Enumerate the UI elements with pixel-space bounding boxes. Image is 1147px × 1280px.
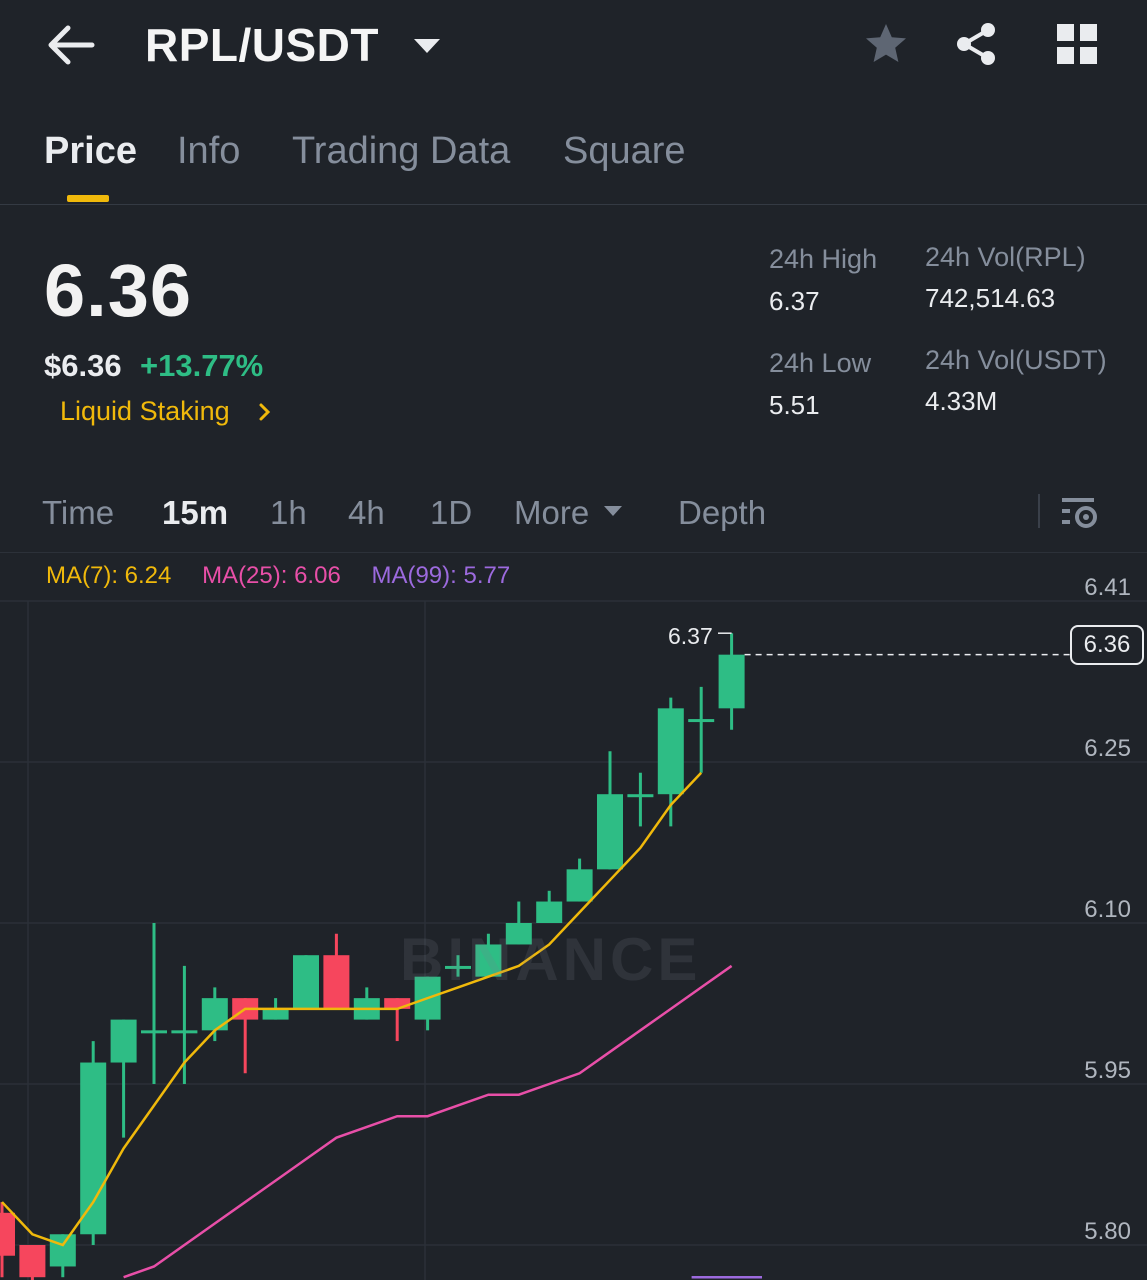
usd-price: $6.36	[44, 348, 122, 383]
ma7-line	[1, 771, 703, 1247]
candle-body	[566, 869, 593, 902]
active-tab-indicator	[67, 195, 109, 202]
candle-body	[384, 998, 411, 1009]
candle-body	[657, 708, 684, 795]
y-tick-label: 5.80	[1084, 1218, 1131, 1245]
caret-down-icon[interactable]	[603, 504, 623, 518]
candle-body	[445, 965, 471, 969]
y-tick-label: 5.95	[1084, 1057, 1131, 1084]
share-icon[interactable]	[952, 20, 1000, 68]
divider	[1038, 494, 1040, 528]
low-value: 5.51	[769, 390, 820, 420]
timeframe-1h[interactable]: 1h	[270, 494, 307, 531]
y-tick-label: 6.41	[1084, 574, 1131, 601]
y-tick-label: 6.10	[1084, 896, 1131, 923]
candle-body	[49, 1234, 76, 1267]
star-icon[interactable]	[862, 20, 910, 68]
category-tag-link[interactable]: Liquid Staking	[60, 396, 230, 426]
tab-trading-data[interactable]: Trading Data	[292, 130, 511, 172]
timeframe-15m[interactable]: 15m	[162, 494, 229, 531]
candle-body	[688, 719, 715, 723]
tab-bar: Price Info Trading Data Square	[0, 120, 1147, 205]
candle-body	[80, 1062, 107, 1235]
chart-settings-icon[interactable]	[1060, 492, 1100, 532]
depth-tab[interactable]: Depth	[678, 494, 767, 531]
top-bar: RPL/USDT	[0, 0, 1147, 100]
last-price: 6.36	[44, 249, 193, 332]
tab-price[interactable]: Price	[44, 130, 137, 172]
grid-icon[interactable]	[1055, 22, 1099, 66]
candle-body	[475, 944, 502, 977]
watermark-text: BINANCE	[400, 926, 702, 993]
current-price-marker: 6.36	[1070, 625, 1144, 665]
candle-body	[718, 654, 745, 709]
high-marker-label: 6.37	[668, 623, 713, 649]
candle-body	[597, 794, 623, 870]
tab-info[interactable]: Info	[177, 130, 241, 172]
timeframe-time[interactable]: Time	[42, 494, 115, 531]
candle-body	[536, 901, 563, 923]
candle-body	[262, 1008, 289, 1020]
timeframe-more[interactable]: More	[514, 494, 590, 531]
pair-title[interactable]: RPL/USDT	[145, 19, 379, 71]
y-tick-label: 6.25	[1084, 735, 1131, 762]
ma25-label: MA(25): 6.06	[202, 562, 341, 589]
candle-body	[171, 1030, 198, 1034]
ma7-label: MA(7): 6.24	[46, 562, 172, 589]
low-label: 24h Low	[769, 348, 872, 378]
caret-down-icon[interactable]	[412, 36, 442, 56]
timeframe-bar: Time 15m 1h 4h 1D More Depth	[0, 480, 1147, 553]
candle-body	[141, 1030, 167, 1034]
timeframe-1d[interactable]: 1D	[430, 494, 473, 531]
candle-body	[627, 794, 654, 798]
vol-base-value: 742,514.63	[925, 283, 1056, 313]
tab-square[interactable]: Square	[563, 130, 686, 172]
chevron-right-icon[interactable]	[256, 398, 274, 426]
candle-body	[201, 998, 228, 1031]
vol-quote-label: 24h Vol(USDT)	[925, 345, 1107, 375]
price-change-percent: +13.77%	[140, 348, 264, 383]
candle-body	[293, 955, 319, 1009]
ma99-label: MA(99): 5.77	[371, 562, 511, 589]
candle-body	[19, 1245, 46, 1278]
high-value: 6.37	[769, 286, 820, 316]
ma25-line	[123, 964, 733, 1279]
timeframe-4h[interactable]: 4h	[348, 494, 385, 531]
candle-body	[323, 955, 350, 1009]
vol-quote-value: 4.33M	[925, 386, 998, 416]
vol-base-label: 24h Vol(RPL)	[925, 242, 1086, 272]
candle-body	[0, 1212, 15, 1256]
high-label: 24h High	[769, 244, 878, 274]
candlestick-chart[interactable]	[0, 553, 1147, 1280]
back-arrow-icon[interactable]	[44, 22, 98, 68]
candle-body	[110, 1019, 137, 1063]
candle-body	[505, 923, 532, 945]
ma-legend: MA(7): 6.24 MA(25): 6.06 MA(99): 5.77	[46, 562, 534, 590]
